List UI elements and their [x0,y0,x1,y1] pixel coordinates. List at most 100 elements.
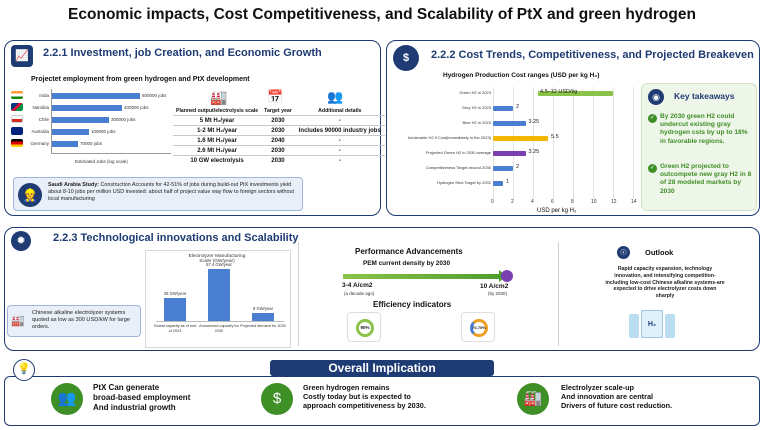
employment-country-label: Germany [30,141,49,146]
takeaways-title: Key takeaways [674,91,735,101]
chinese-electrolyzer-text: Chinese alkaline electrolyzer systems qu… [32,310,130,330]
money-hand-icon: $ [261,383,293,415]
chart-growth-icon: 📈 [11,45,33,67]
employment-bar [52,105,122,111]
dollar-icon: $ [393,45,419,71]
table-row: 5 Mt H₂/year 2030- [173,115,385,126]
cost-bar-value: 4.5–12 USD/kg [540,89,578,95]
cost-range-chart: 0 2 4 6 8 10 12 14 Green H2 in 2023 4.5–12 USD/kg… [387,85,637,215]
cost-axis-tick: 4 [531,199,534,205]
table-header: Target year [264,108,292,114]
h2-tank-label: H₂ [641,310,663,338]
cost-bar-value: 5.5 [551,134,559,140]
check-icon: ✓ [648,164,657,173]
scale-bar-value: 9 GW/year [252,306,273,311]
calendar-icon: 📅 [267,89,284,104]
cost-axis-tick: 2 [511,199,514,205]
table-row: 1.6 Mt H₂/year 2040- [173,135,385,146]
panel-tech-innovation: ✹ 2.2.3 Technological innovations and Sc… [4,227,760,351]
pem-to-sub: (by 2030) [488,291,508,296]
efficiency-gauge [470,319,488,337]
cost-chart-title: Hydrogen Production Cost ranges (USD per… [443,72,600,79]
outlook-text: Rapid capacity expansion, technology inn… [605,266,725,300]
scale-category-label: Global capacity as of end of 2023 [153,324,197,333]
scale-bar-value: 25 GW/year [163,291,187,296]
scale-category-label: Announced capacity for 2030 [199,324,239,333]
cost-category-label: Green H2 in 2023 [459,90,491,95]
cost-bar [493,151,526,156]
electrolyzer-scale-chart: Electrolyzer Manufacturing Scale (GW/yea… [145,250,291,348]
cost-bar-value: 2 [516,104,520,110]
cost-bar-value: 1 [506,179,510,185]
employment-bar-value: 400000 jobs [124,105,149,110]
cost-category-label: Achievable H2 if Cost(immediately in the… [407,135,491,140]
flag-germany-icon [11,139,23,147]
worker-icon: 👷 [18,183,42,207]
people-icon: 👥 [327,89,344,104]
overall-title: Overall Implication [270,360,494,376]
implication-1: PtX Can generate broad-based employment … [93,383,191,412]
factory-icon: 🏭 [11,315,25,327]
employment-country-label: Australia [31,129,49,134]
panel-investment-jobs: 📈 2.2.1 Investment, job Creation, and Ec… [4,40,385,216]
cost-category-label: Projected Green H2 in 2030 average [425,150,491,155]
check-icon: ✓ [648,114,657,123]
perf-title: Performance Advancements [355,247,463,256]
employment-bar-value: 600000 jobs [142,93,167,98]
cost-category-label: Competitiveness Target around 2030 [425,165,491,170]
section-title-222: 2.2.2 Cost Trends, Competitiveness, and … [431,49,754,61]
key-takeaways-box: ◉ Key takeaways ✓ By 2030 green H2 could… [641,83,757,211]
efficiency-gauge [356,319,374,337]
cost-axis-tick: 6 [551,199,554,205]
flag-australia-icon [11,127,23,135]
cost-axis-tick: 8 [571,199,574,205]
employment-bar [52,141,78,147]
pem-title: PEM current density by 2030 [363,260,451,267]
efficiency-card-2: 70-75% [461,312,495,342]
efficiency-value: 90% [360,325,370,330]
cost-bar [493,121,526,126]
network-icon: ✹ [11,231,31,251]
scale-bar [252,313,274,321]
table-row: 2.6 Mt H₂/year 2030- [173,145,385,156]
table-header: Planned output/electrolysis scale [176,108,259,114]
flag-namibia-icon [11,103,23,111]
cost-axis-label: USD per kg H₂ [537,208,577,214]
cost-bar-value: 3.25 [528,149,540,155]
saudi-study-callout: 👷 Saudi Arabia Study: Construction Accou… [13,177,303,211]
table-header: Additional details [318,108,362,114]
employment-bar-value: 300000 jobs [111,117,136,122]
employment-bar-value: 70000 jobs [80,141,103,146]
efficiency-card-1: 90% [347,312,381,342]
flag-india-icon [11,91,23,99]
pem-from-sub: (a decade ago) [344,291,375,296]
employment-country-label: India [39,93,49,98]
cost-bar-value: 2 [516,164,520,170]
target-icon: ◉ [648,89,664,105]
scale-bar [164,298,186,321]
lightbulb-icon: 💡 [13,359,35,381]
takeaway-1: By 2030 green H2 could undercut existing… [660,113,748,145]
section-title-221: 2.2.1 Investment, job Creation, and Econ… [43,47,322,59]
cost-axis-tick: 14 [631,199,637,205]
employment-table: Planned output/electrolysis scale Target… [173,107,385,165]
table-row: 1-2 Mt H₂/year 2030 Includes 90000 industr… [173,125,385,136]
panel-cost-trends: $ 2.2.2 Cost Trends, Competitiveness, an… [386,40,760,216]
electrolyzer-stack-icon: H₂ [629,310,675,340]
outlook-title: Outlook [645,248,674,257]
globe-icon: ☉ [617,246,630,259]
flag-chile-icon [11,115,23,123]
pem-arrow [343,274,501,279]
scale-category-label: Projected demand for 2030 [240,324,286,328]
cost-category-label: Hydrogen Shot Target by 2031 [436,180,491,185]
employment-growth-icon: 👥 [51,383,83,415]
cost-category-label: Grey H2 in 2023 [461,105,491,110]
pem-end-dot [501,270,513,282]
implication-2: Green hydrogen remains Costly today but … [303,383,426,410]
cost-bar-value: 3.25 [528,119,540,125]
cost-bar [493,106,513,111]
cost-bar [493,136,548,141]
factory-icon: 🏭 [210,89,228,105]
employment-bar-value: 100000 jobs [91,129,116,134]
employment-chart-title: Projectet employment from green hydrogen… [31,76,250,83]
